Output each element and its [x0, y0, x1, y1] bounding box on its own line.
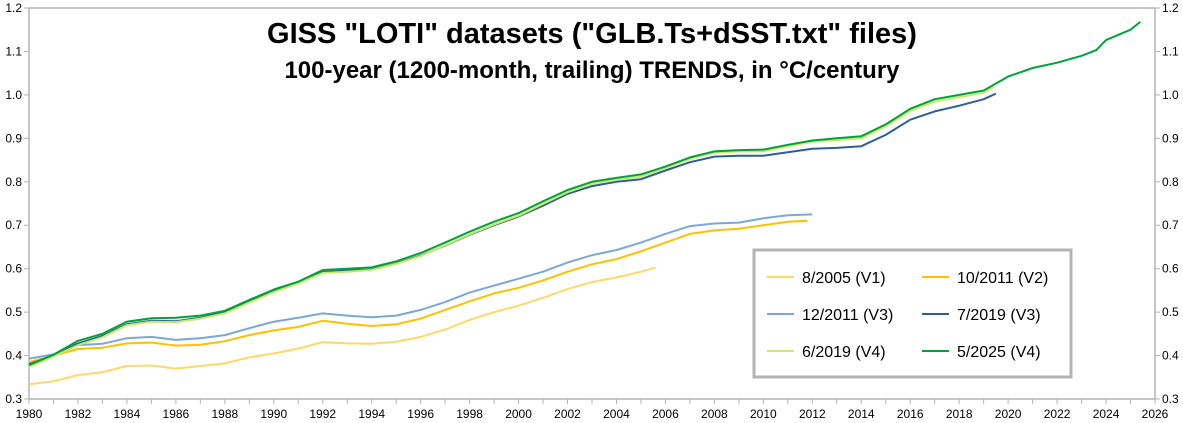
y-tick-label-right: 0.4	[1162, 349, 1179, 363]
x-tick-label: 1988	[211, 407, 238, 421]
x-tick-label: 2016	[897, 407, 924, 421]
legend-label: 8/2005 (V1)	[802, 270, 886, 287]
x-tick-label: 2014	[848, 407, 875, 421]
x-tick-label: 2010	[750, 407, 777, 421]
y-tick-label-right: 0.8	[1162, 175, 1179, 189]
x-tick-label: 1984	[114, 407, 141, 421]
x-tick-label: 1998	[456, 407, 483, 421]
x-tick-label: 1986	[163, 407, 190, 421]
x-tick-label: 2026	[1142, 407, 1169, 421]
x-tick-label: 2022	[1044, 407, 1071, 421]
legend-label: 5/2025 (V4)	[957, 344, 1041, 361]
series-line-5-2025-v4	[28, 21, 1141, 367]
legend-label: 10/2011 (V2)	[957, 270, 1048, 287]
x-tick-label: 2000	[505, 407, 532, 421]
y-tick-label-left: 1.2	[5, 1, 22, 15]
axis-ticks: 1980 1982 1984 1986 1988 1990 1992 1994 1996 1998…	[5, 1, 1179, 421]
y-tick-label-right: 1.0	[1162, 88, 1179, 102]
y-tick-label-right: 0.7	[1162, 218, 1179, 232]
y-tick-label-left: 1.0	[5, 88, 22, 102]
y-tick-label-right: 1.1	[1162, 44, 1179, 58]
legend-label: 6/2019 (V4)	[802, 344, 886, 361]
x-tick-label: 1994	[358, 407, 385, 421]
y-tick-label-right: 0.6	[1162, 262, 1179, 276]
y-tick-label-left: 0.9	[5, 131, 22, 145]
x-tick-label: 1980	[16, 407, 43, 421]
y-tick-label-left: 0.8	[5, 175, 22, 189]
chart-title: GISS "LOTI" datasets ("GLB.Ts+dSST.txt" …	[267, 18, 917, 50]
y-tick-label-left: 0.3	[5, 392, 22, 406]
y-tick-label-left: 0.7	[5, 218, 22, 232]
legend-label: 7/2019 (V3)	[957, 307, 1041, 324]
series-group	[28, 21, 1141, 386]
y-tick-label-left: 1.1	[5, 44, 22, 58]
series-line-10-2011-v2	[28, 219, 808, 364]
series-line-8-2005-v1	[28, 266, 656, 386]
x-tick-label: 1992	[309, 407, 336, 421]
x-tick-label: 2020	[995, 407, 1022, 421]
legend-label: 12/2011 (V3)	[802, 307, 893, 324]
y-tick-label-left: 0.4	[5, 349, 22, 363]
y-tick-label-left: 0.5	[5, 305, 22, 319]
x-tick-label: 2018	[946, 407, 973, 421]
x-tick-label: 2004	[603, 407, 630, 421]
series-line-6-2019-v4	[28, 86, 994, 368]
y-tick-label-right: 0.9	[1162, 131, 1179, 145]
legend: 8/2005 (V1) 10/2011 (V2) 12/2011 (V3) 7/201…	[752, 248, 1073, 379]
x-tick-label: 2002	[554, 407, 581, 421]
x-tick-label: 1996	[407, 407, 434, 421]
x-tick-label: 2008	[701, 407, 728, 421]
chart-subtitle: 100-year (1200-month, trailing) TRENDS, …	[284, 57, 900, 84]
y-tick-label-right: 1.2	[1162, 1, 1179, 15]
x-tick-label: 2012	[799, 407, 826, 421]
y-tick-label-left: 0.6	[5, 262, 22, 276]
x-tick-label: 2006	[652, 407, 679, 421]
x-tick-label: 1982	[65, 407, 92, 421]
series-line-12-2011-v3	[28, 213, 813, 360]
x-tick-label: 1990	[260, 407, 287, 421]
y-tick-label-right: 0.3	[1162, 392, 1179, 406]
legend-box	[752, 248, 1073, 379]
y-tick-label-right: 0.5	[1162, 305, 1179, 319]
x-tick-label: 2024	[1093, 407, 1120, 421]
